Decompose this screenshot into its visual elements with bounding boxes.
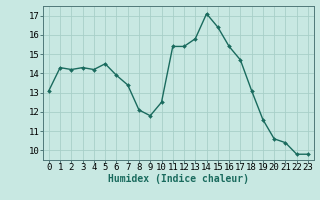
X-axis label: Humidex (Indice chaleur): Humidex (Indice chaleur) (108, 174, 249, 184)
